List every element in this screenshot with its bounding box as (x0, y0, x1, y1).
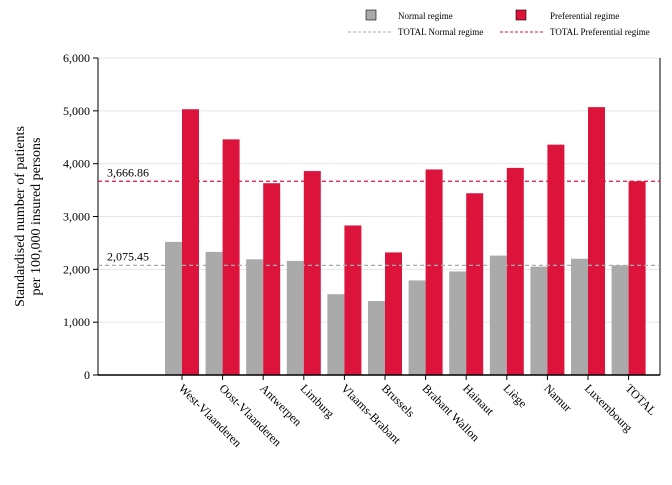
bar-normal-regime (571, 258, 588, 375)
bar-preferential-regime (547, 144, 565, 375)
legend-swatch-normal (365, 9, 377, 21)
legend-label: TOTAL Normal regime (398, 27, 483, 37)
reference-line-label: 2,075.45 (107, 249, 149, 263)
x-tick-label: Limburg (298, 381, 337, 420)
x-tick-label: Namur (541, 381, 574, 414)
bar-normal-regime (286, 260, 304, 375)
bar-normal-regime (489, 255, 507, 375)
x-tick-label: Brussels (379, 381, 418, 420)
bar-normal-regime (165, 241, 182, 375)
bar-normal-regime (530, 266, 548, 375)
bar-preferential-regime (506, 167, 524, 375)
y-tick-label: 6,000 (63, 51, 90, 65)
bar-preferential-regime (182, 109, 199, 375)
legend-swatch-preferential (515, 9, 527, 21)
legend-label: TOTAL Preferential regime (550, 27, 650, 37)
bar-normal-regime (246, 259, 264, 375)
bar-normal-regime (408, 280, 426, 375)
bar-normal-regime (449, 271, 467, 375)
bar-normal-regime (327, 294, 345, 375)
bar-preferential-regime (466, 193, 484, 375)
y-tick-label: 4,000 (63, 157, 90, 171)
y-tick-label: 0 (84, 368, 90, 382)
legend-label: Normal regime (398, 11, 453, 21)
bar-preferential-regime (303, 171, 321, 375)
bar-preferential-regime (588, 107, 605, 375)
x-tick-label: TOTAL (622, 381, 659, 418)
reference-line-label: 3,666.86 (107, 165, 149, 179)
x-tick-label: Hainaut (460, 381, 497, 418)
bar-preferential-regime (344, 225, 362, 375)
y-tick-label: 3,000 (63, 210, 90, 224)
bar-preferential-regime (222, 139, 240, 375)
y-tick-label: 2,000 (63, 262, 90, 276)
x-tick-label: Liège (501, 381, 530, 410)
bar-preferential-regime (385, 252, 402, 375)
bar-preferential-regime (263, 183, 281, 375)
legend-label: Preferential regime (550, 11, 619, 21)
bar-preferential-regime (425, 169, 443, 375)
y-tick-label: 1,000 (63, 315, 90, 329)
bar-normal-regime (368, 301, 385, 375)
y-axis-label: per 100,000 insured persons (29, 138, 44, 296)
bar-normal-regime (205, 251, 223, 375)
y-axis-label: Standardised number of patients (13, 126, 28, 307)
y-tick-label: 5,000 (63, 104, 90, 118)
bar-preferential-regime (628, 181, 646, 375)
bar-normal-regime (611, 265, 629, 375)
